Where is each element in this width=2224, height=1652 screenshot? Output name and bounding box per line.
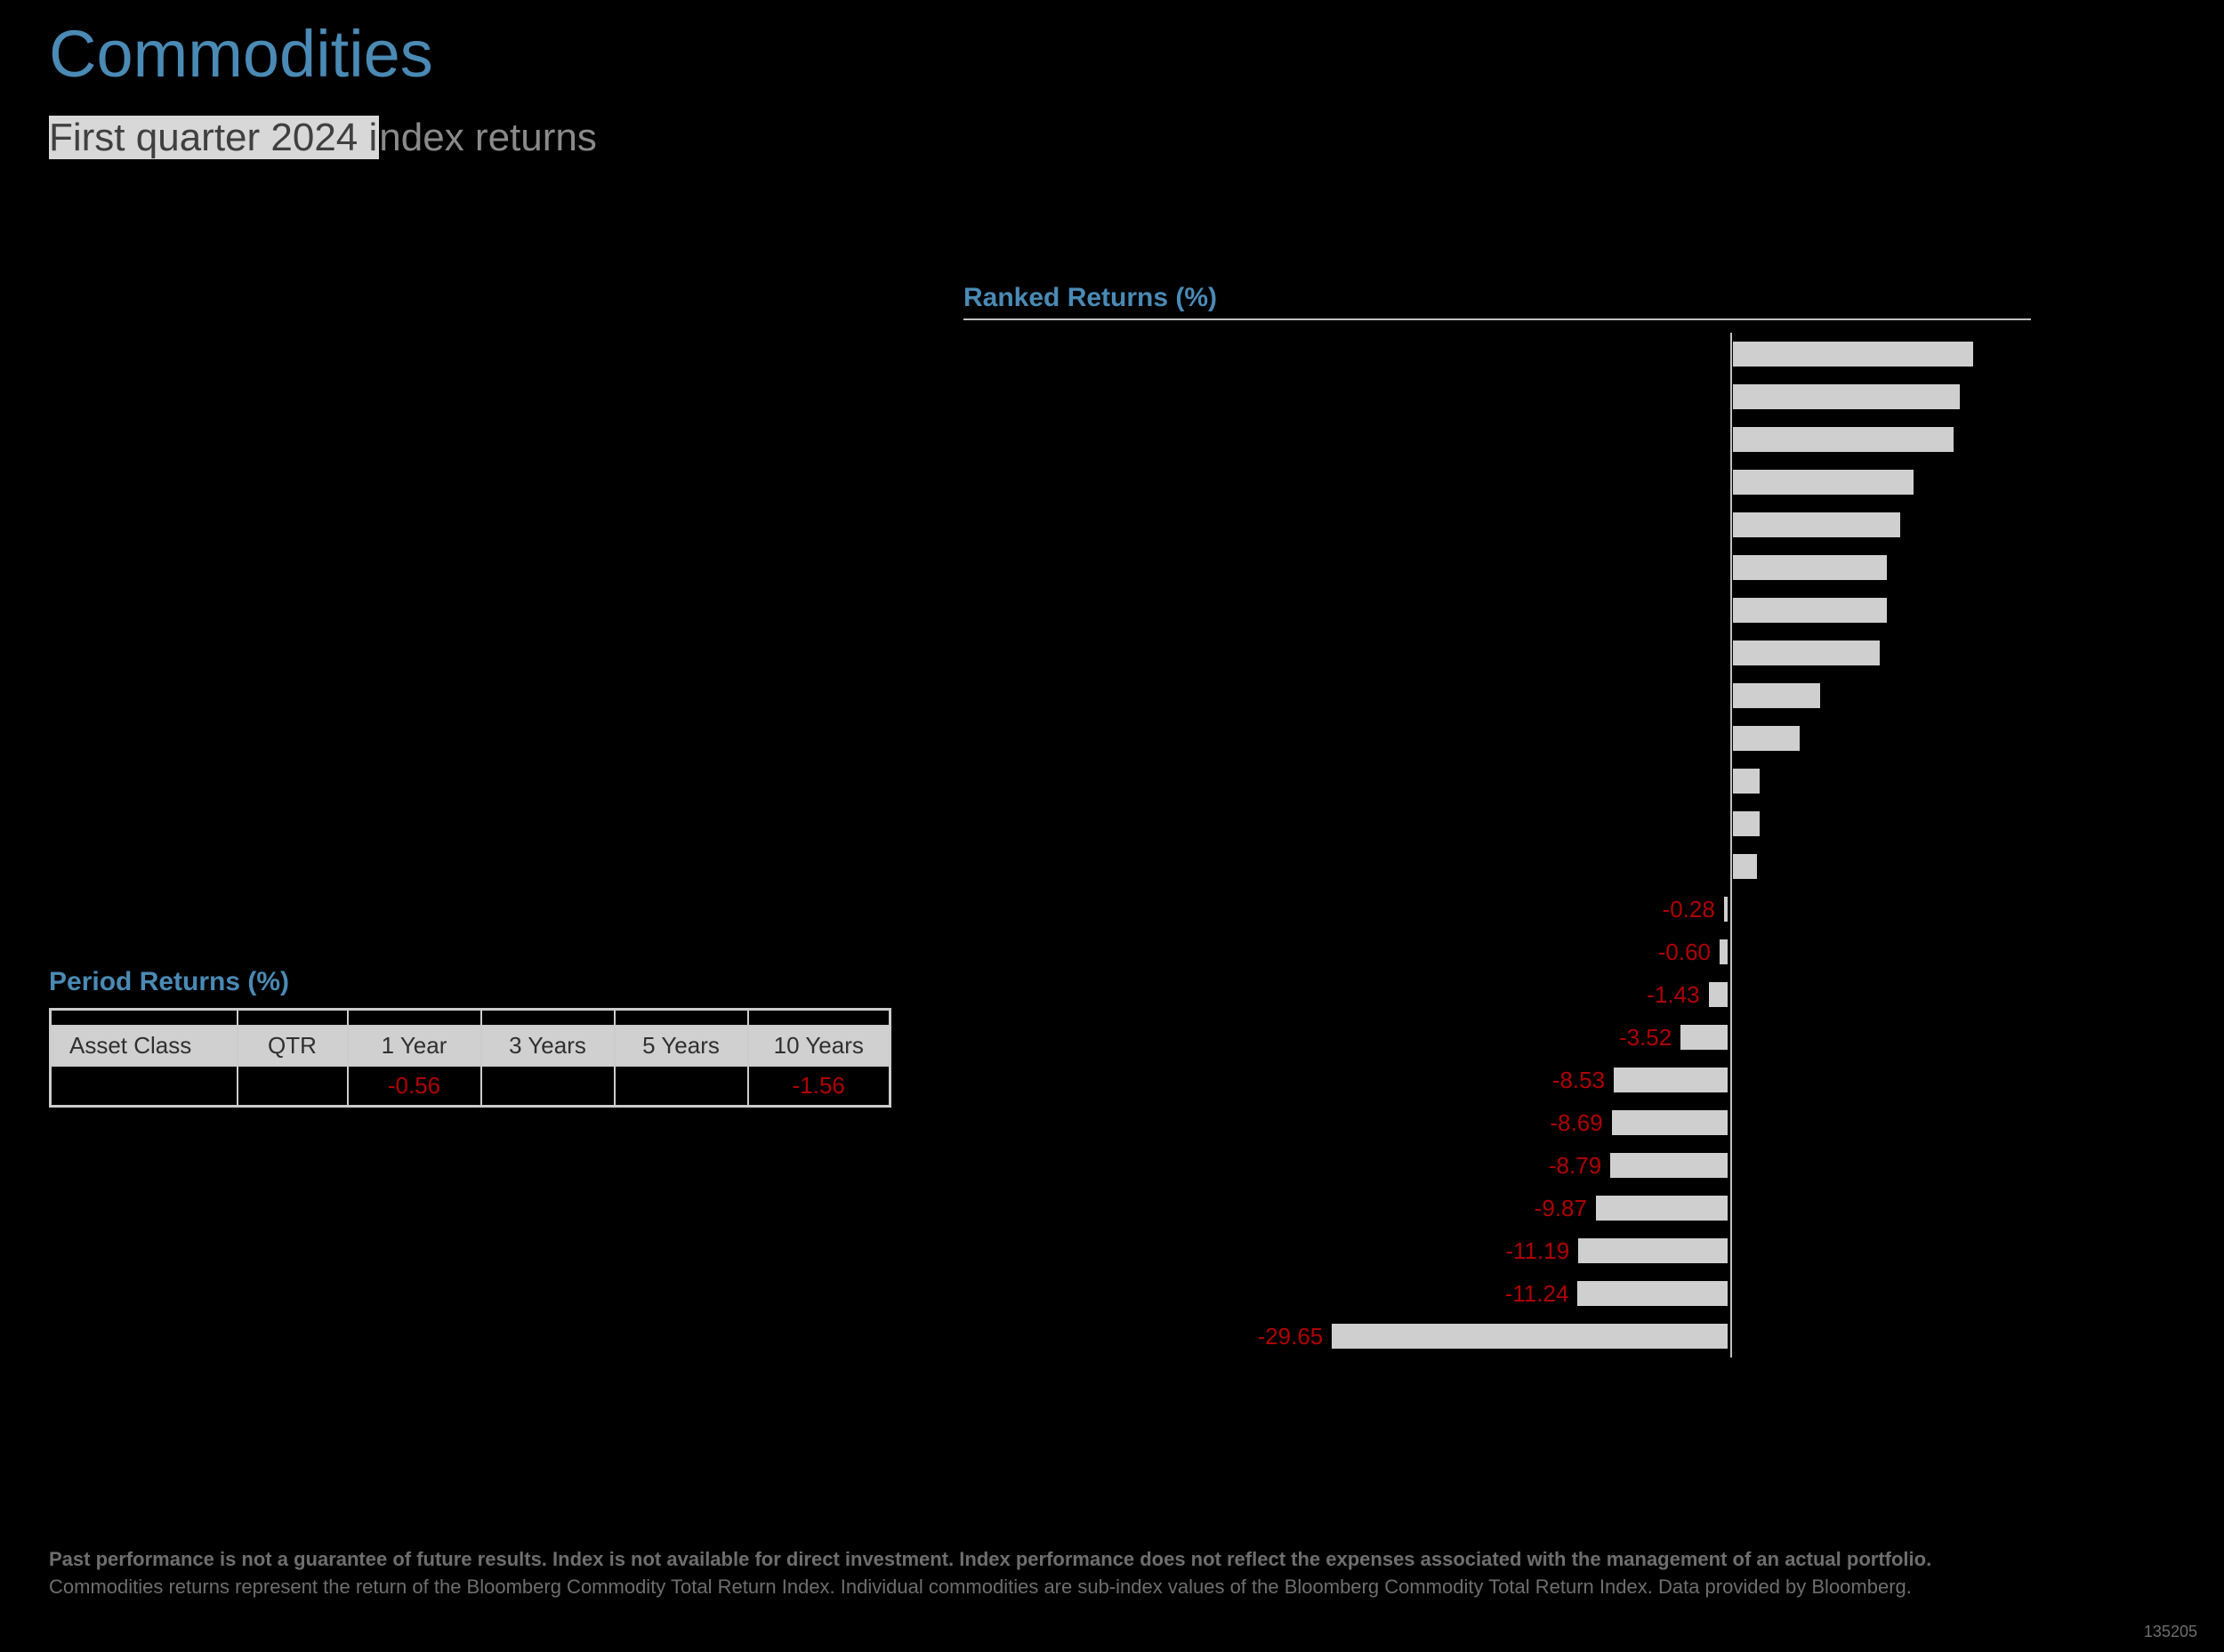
subtitle-rest: ndex returns bbox=[379, 116, 597, 159]
chart-bar bbox=[1733, 470, 1914, 495]
ranked-returns-section: Ranked Returns (%) -0.28-0.60-1.43-3.52-… bbox=[963, 283, 2031, 1358]
chart-bar bbox=[1614, 1068, 1728, 1092]
chart-bar-row bbox=[963, 632, 2031, 674]
chart-bar-row: -8.69 bbox=[963, 1101, 2031, 1144]
chart-bar-row: -29.65 bbox=[963, 1315, 2031, 1358]
chart-bar-row: -0.28 bbox=[963, 888, 2031, 931]
chart-bar-row bbox=[963, 589, 2031, 632]
chart-bar-row: -1.43 bbox=[963, 973, 2031, 1016]
chart-bar bbox=[1720, 939, 1728, 964]
chart-bar bbox=[1578, 1238, 1728, 1263]
cell-3yr bbox=[481, 1066, 615, 1107]
chart-bar-label: -0.28 bbox=[1663, 897, 1715, 922]
col-10years: 10 Years bbox=[748, 1026, 890, 1066]
chart-bar bbox=[1733, 598, 1887, 623]
chart-bar-row bbox=[963, 717, 2031, 760]
chart-bar-row bbox=[963, 674, 2031, 717]
chart-bar bbox=[1733, 683, 1820, 708]
subtitle-highlight: First quarter 2024 i bbox=[49, 116, 379, 159]
page-code: 135205 bbox=[2144, 1623, 2197, 1641]
chart-bar-label: -1.43 bbox=[1647, 982, 1699, 1007]
chart-bar bbox=[1596, 1196, 1728, 1221]
chart-bar bbox=[1733, 555, 1887, 580]
col-3years: 3 Years bbox=[481, 1026, 615, 1066]
chart-bar-row: -11.24 bbox=[963, 1272, 2031, 1315]
chart-bar bbox=[1610, 1153, 1728, 1178]
col-5years: 5 Years bbox=[615, 1026, 748, 1066]
chart-bar bbox=[1332, 1324, 1728, 1349]
col-qtr: QTR bbox=[238, 1026, 348, 1066]
col-1year: 1 Year bbox=[348, 1026, 481, 1066]
page-subtitle: First quarter 2024 index returns bbox=[49, 116, 597, 160]
chart-bar-row bbox=[963, 760, 2031, 802]
chart-bar bbox=[1733, 427, 1954, 452]
chart-bar bbox=[1680, 1025, 1728, 1050]
chart-bar-row bbox=[963, 845, 2031, 888]
disclaimer-line1: Past performance is not a guarantee of f… bbox=[49, 1548, 2175, 1571]
chart-bar bbox=[1733, 512, 1900, 537]
cell-asset bbox=[51, 1066, 238, 1107]
ranked-returns-rule bbox=[963, 318, 2031, 320]
col-asset-class: Asset Class bbox=[51, 1026, 238, 1066]
chart-bar-label: -0.60 bbox=[1658, 939, 1711, 964]
chart-bar-row bbox=[963, 461, 2031, 504]
chart-bar bbox=[1733, 769, 1760, 794]
chart-bar bbox=[1724, 897, 1728, 922]
cell-10yr: -1.56 bbox=[748, 1066, 890, 1107]
chart-bar-row bbox=[963, 418, 2031, 461]
chart-bar-row: -8.53 bbox=[963, 1059, 2031, 1101]
chart-bar-row bbox=[963, 802, 2031, 845]
chart-bar-label: -11.19 bbox=[1505, 1238, 1569, 1263]
chart-bar-label: -8.79 bbox=[1549, 1153, 1601, 1178]
chart-bar-row: -3.52 bbox=[963, 1016, 2031, 1059]
chart-bar-row bbox=[963, 333, 2031, 375]
chart-bar bbox=[1733, 726, 1800, 751]
disclaimer-line2: Commodities returns represent the return… bbox=[49, 1575, 2175, 1600]
chart-bar bbox=[1612, 1110, 1728, 1135]
page-title: Commodities bbox=[49, 16, 433, 92]
table-row: -0.56 -1.56 bbox=[51, 1066, 890, 1107]
ranked-returns-chart: -0.28 -0.60 -1.43 -3.52 -8.53 -8.69 -8.79 -9.87… bbox=[963, 333, 2031, 1358]
chart-bar bbox=[1709, 982, 1728, 1007]
chart-bar-row: -0.60 bbox=[963, 931, 2031, 973]
chart-bar-row: -11.19 bbox=[963, 1229, 2031, 1272]
chart-bar bbox=[1733, 811, 1760, 836]
ranked-returns-title: Ranked Returns (%) bbox=[963, 283, 2031, 313]
chart-bar-label: -11.24 bbox=[1505, 1281, 1569, 1306]
footer: Past performance is not a guarantee of f… bbox=[49, 1548, 2175, 1600]
chart-bar bbox=[1733, 641, 1880, 665]
cell-qtr bbox=[238, 1066, 348, 1107]
cell-5yr bbox=[615, 1066, 748, 1107]
period-returns-table: Asset Class QTR 1 Year 3 Years 5 Years 1… bbox=[49, 1008, 891, 1108]
chart-bar-label: -9.87 bbox=[1535, 1196, 1587, 1221]
chart-bar-row: -9.87 bbox=[963, 1187, 2031, 1229]
table-header-row: Asset Class QTR 1 Year 3 Years 5 Years 1… bbox=[51, 1026, 890, 1066]
chart-bar bbox=[1733, 342, 1973, 367]
chart-bar-row bbox=[963, 546, 2031, 589]
chart-bar bbox=[1577, 1281, 1728, 1306]
chart-bar-label: -8.69 bbox=[1550, 1110, 1602, 1135]
chart-bar-label: -3.52 bbox=[1619, 1025, 1672, 1050]
chart-bar-row bbox=[963, 504, 2031, 546]
period-returns-section: Period Returns (%) Asset Class QTR 1 Yea… bbox=[49, 967, 891, 1108]
cell-1yr: -0.56 bbox=[348, 1066, 481, 1107]
chart-bar-row bbox=[963, 375, 2031, 418]
period-returns-title: Period Returns (%) bbox=[49, 967, 891, 997]
chart-bar-row: -8.79 bbox=[963, 1144, 2031, 1187]
chart-bar bbox=[1733, 384, 1960, 409]
chart-bar-label: -8.53 bbox=[1552, 1068, 1605, 1092]
chart-bar bbox=[1733, 854, 1757, 879]
chart-bar-label: -29.65 bbox=[1258, 1324, 1324, 1349]
